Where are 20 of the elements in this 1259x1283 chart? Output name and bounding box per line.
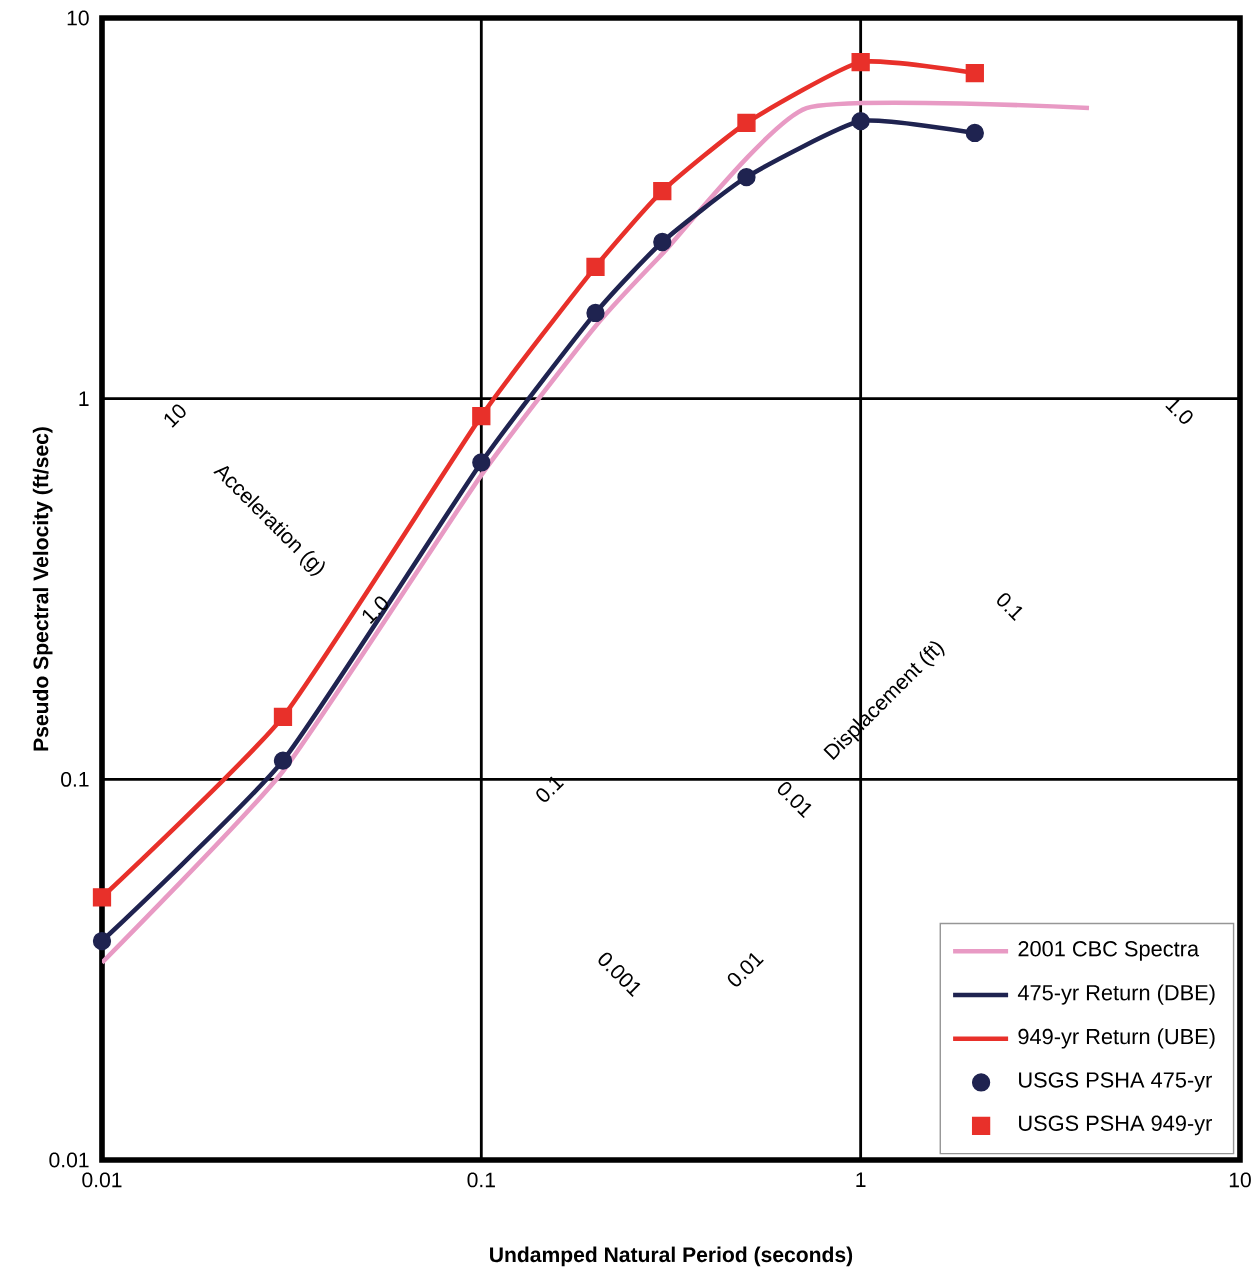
legend-label: 949-yr Return (UBE): [1018, 1028, 1215, 1049]
x-tick-label: 0.1: [467, 1172, 495, 1188]
y-tick-label: 0.1: [61, 771, 89, 787]
legend-label: 475-yr Return (DBE): [1017, 984, 1215, 1005]
y-tick-label: 1: [79, 391, 89, 406]
annotation: 0.1: [997, 593, 1023, 621]
annotation: 1.0: [362, 596, 389, 624]
annotation: 10: [164, 404, 186, 428]
annotation: 0.01: [727, 952, 764, 987]
y-tick-label: 0.01: [49, 1152, 89, 1168]
annotation: 1.0: [1165, 398, 1193, 424]
legend-label: USGS PSHA 475-yr: [1019, 1072, 1212, 1092]
y-axis-title: Pseudo Spectral Velocity (ft/sec): [32, 427, 53, 751]
x-tick-label: 1: [856, 1172, 866, 1187]
y-tick-label: 10: [67, 10, 89, 26]
x-tick-label: 0.01: [82, 1172, 122, 1188]
legend-label: 2001 CBC Spectra: [1018, 941, 1200, 961]
legend-label: USGS PSHA 949-yr: [1019, 1115, 1212, 1136]
x-axis-title: Undamped Natural Period (seconds): [490, 1246, 853, 1267]
x-tick-label: 10: [1229, 1172, 1251, 1188]
